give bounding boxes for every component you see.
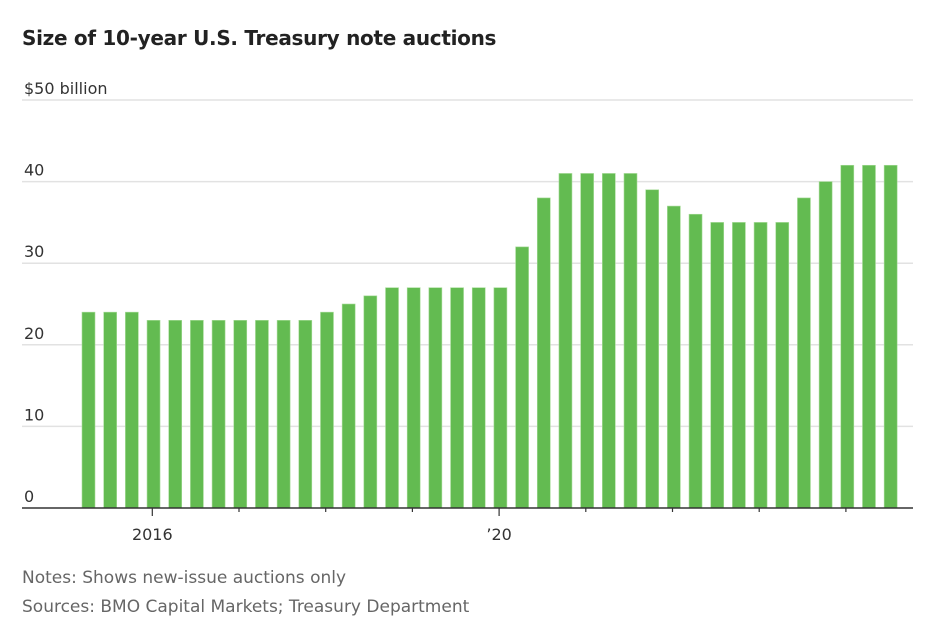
y-tick-label-30: 30 (24, 242, 44, 261)
bar-q4-2022 (710, 222, 725, 509)
y-tick-label-50: $50 billion (24, 79, 108, 98)
bar-q2-2017 (233, 320, 248, 509)
bar-q2-2018 (320, 311, 334, 509)
bar-q2-2016 (146, 320, 161, 509)
y-tick-label-40: 40 (24, 161, 44, 180)
bar-q4-2019 (450, 287, 464, 509)
bar-q3-2015 (81, 311, 96, 509)
bar-q1-2023 (732, 222, 746, 509)
bar-q2-2021 (580, 173, 594, 509)
bar-q3-2016 (168, 320, 183, 509)
bar-q2-2019 (406, 287, 421, 509)
bar-q1-2018 (298, 320, 313, 509)
bar-q1-2021 (558, 173, 573, 509)
bar-q3-2019 (428, 287, 443, 509)
bar-q3-2024 (862, 164, 876, 509)
bar-q2-2024 (840, 164, 855, 509)
bar-q4-2018 (363, 295, 378, 509)
bar-q4-2023 (797, 197, 811, 509)
bar-q4-2017 (276, 320, 291, 509)
bar-q3-2021 (602, 173, 616, 509)
bar-q4-2016 (190, 320, 204, 509)
bar-q1-2016 (125, 311, 139, 509)
bar-q1-2020 (471, 287, 486, 509)
footnotes: Notes: Shows new-issue auctions only Sou… (22, 564, 469, 622)
bar-q4-2020 (536, 197, 551, 509)
x-tick-label: ’20 (486, 525, 511, 544)
bar-q3-2022 (688, 213, 703, 509)
sources-text: Sources: BMO Capital Markets; Treasury D… (22, 597, 470, 617)
y-axis-labels: 0 10 20 30 40 $50 billion (24, 79, 108, 506)
bar-q2-2022 (667, 205, 681, 509)
chart-title: Size of 10-year U.S. Treasury note aucti… (22, 26, 497, 50)
y-tick-label-10: 10 (24, 405, 44, 424)
bar-q3-2020 (515, 246, 529, 509)
x-axis: 2016 ’20 (22, 507, 913, 544)
bar-q3-2018 (341, 303, 356, 509)
y-tick-label-0: 0 (24, 487, 34, 506)
bar-q3-2017 (255, 320, 269, 509)
bar-q2-2023 (753, 222, 768, 509)
x-tick-label: 2016 (132, 525, 173, 544)
bar-q4-2021 (623, 173, 638, 509)
bar-q1-2022 (645, 189, 659, 509)
bar-q4-2024 (883, 164, 898, 509)
bar-q4-2015 (103, 311, 117, 509)
bar-q1-2017 (211, 320, 226, 509)
notes-text: Notes: Shows new-issue auctions only (22, 568, 347, 588)
bars (81, 164, 898, 509)
bar-q1-2024 (818, 181, 833, 509)
bar-q1-2019 (385, 287, 399, 509)
y-tick-label-20: 20 (24, 324, 44, 343)
bar-chart: 0 10 20 30 40 $50 billion 2016 ’20 (22, 79, 913, 544)
bar-q2-2020 (493, 287, 508, 509)
bar-q3-2023 (775, 222, 790, 509)
